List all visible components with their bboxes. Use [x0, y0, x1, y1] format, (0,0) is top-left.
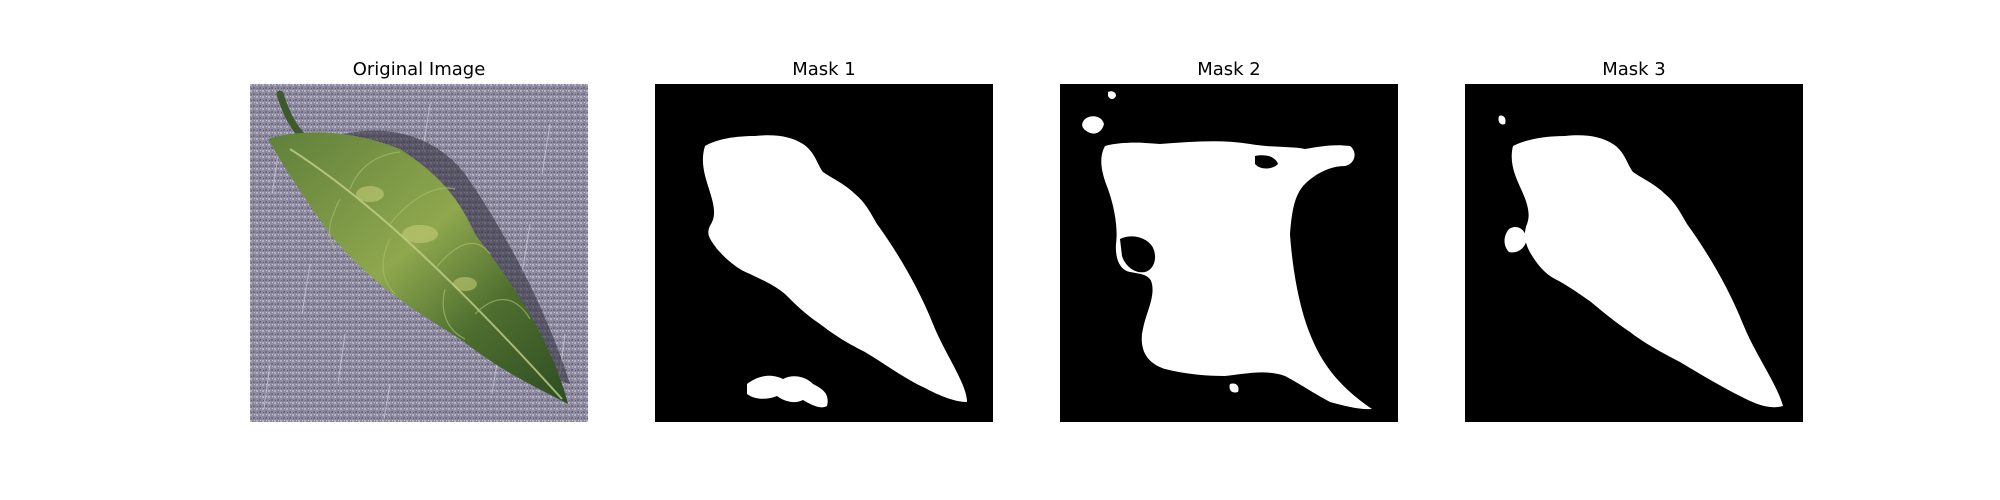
panel-title: Mask 3	[1602, 59, 1666, 80]
panel-title: Original Image	[352, 59, 486, 80]
panel-mask-2: Mask 2	[1060, 0, 1398, 500]
panel-title: Mask 1	[792, 59, 856, 80]
panel-title: Mask 2	[1197, 59, 1261, 80]
panel-mask-3: Mask 3	[1465, 0, 1803, 500]
mask-2-image	[1060, 84, 1398, 422]
mask-1-image	[655, 84, 993, 422]
mask-3-image	[1465, 84, 1803, 422]
panel-mask-1: Mask 1	[655, 0, 993, 500]
original-image	[250, 84, 588, 422]
panel-original-image: Original Image	[250, 0, 588, 500]
